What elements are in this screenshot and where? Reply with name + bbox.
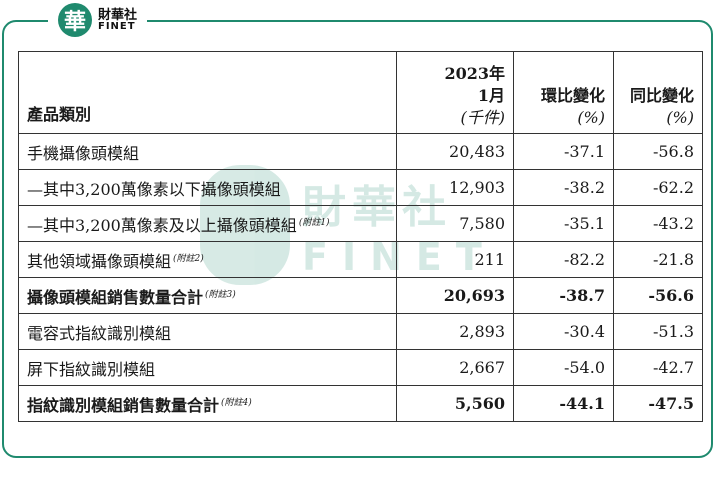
row-category-label: 指紋識別模組銷售數量合計 [27,395,220,415]
row-yoy: -56.6 [613,277,703,314]
row-category-label: —其中3,200萬像素及以上攝像頭模組 [27,215,297,235]
row-volume: 12,903 [396,169,514,206]
header-yoy: 同比變化 (%) [613,51,703,134]
logo-name-en: FINET [98,20,136,32]
row-volume: 211 [396,241,514,278]
row-footnote: (附註3) [205,289,236,300]
header-volume-month: 1月 [477,86,505,105]
table-row: —其中3,200萬像素及以上攝像頭模組 (附註1) 7,580 -35.1 -43.2 [18,205,703,242]
row-category: —其中3,200萬像素以下攝像頭模組 [18,169,397,206]
row-category-label: 電容式指紋識別模組 [27,323,172,343]
table-header-row: 產品類別 2023年 1月 (千件) 環比變化 (%) 同比變化 (%) [18,51,703,134]
row-category-label: 攝像頭模組銷售數量合計 [27,287,204,307]
row-yoy: -51.3 [613,313,703,350]
row-category-label: 手機攝像頭模組 [27,143,140,163]
row-volume: 20,483 [396,133,514,170]
row-category: 電容式指紋識別模組 [18,313,397,350]
row-mom: -38.7 [513,277,614,314]
table-row: 電容式指紋識別模組 2,893 -30.4 -51.3 [18,313,703,350]
row-mom: -54.0 [513,349,614,386]
row-mom: -30.4 [513,313,614,350]
row-category-label: 屏下指紋識別模組 [27,359,156,379]
header-mom-label: 環比變化 [540,86,605,105]
row-mom: -82.2 [513,241,614,278]
header-volume: 2023年 1月 (千件) [396,51,514,134]
row-yoy: -62.2 [613,169,703,206]
row-volume: 5,560 [396,385,514,422]
table-row: —其中3,200萬像素以下攝像頭模組 12,903 -38.2 -62.2 [18,169,703,206]
header-volume-year: 2023年 [444,64,505,83]
row-yoy: -21.8 [613,241,703,278]
row-footnote: (附註4) [221,397,252,408]
table-row: 手機攝像頭模組 20,483 -37.1 -56.8 [18,133,703,170]
row-mom: -38.2 [513,169,614,206]
row-footnote: (附註2) [173,253,204,264]
header-category: 產品類別 [18,51,397,134]
content-frame [2,20,713,458]
row-category: 屏下指紋識別模組 [18,349,397,386]
row-mom: -37.1 [513,133,614,170]
header-mom: 環比變化 (%) [513,51,614,134]
row-category-label: 其他領域攝像頭模組 [27,251,172,271]
table-row: 屏下指紋識別模組 2,667 -54.0 -42.7 [18,349,703,386]
row-category: 手機攝像頭模組 [18,133,397,170]
row-footnote: (附註1) [298,217,330,228]
row-yoy: -47.5 [613,385,703,422]
row-volume: 2,667 [396,349,514,386]
row-category: 指紋識別模組銷售數量合計 (附註4) [18,385,397,422]
row-volume: 20,693 [396,277,514,314]
row-category: —其中3,200萬像素及以上攝像頭模組 (附註1) [18,205,397,242]
header-volume-unit: (千件) [460,108,506,127]
row-volume: 7,580 [396,205,514,242]
logo-name-cn: 財華社 [98,7,138,23]
header-yoy-unit: (%) [666,108,694,127]
row-mom: -44.1 [513,385,614,422]
row-category: 其他領域攝像頭模組 (附註2) [18,241,397,278]
row-mom: -35.1 [513,205,614,242]
row-category-label: —其中3,200萬像素以下攝像頭模組 [27,179,281,199]
header-yoy-label: 同比變化 [629,86,694,105]
logo-mark-icon: 華 [58,3,92,37]
row-yoy: -56.8 [613,133,703,170]
row-volume: 2,893 [396,313,514,350]
row-category: 攝像頭模組銷售數量合計 (附註3) [18,277,397,314]
finet-logo: 華 財華社 FINET [48,2,148,38]
row-yoy: -43.2 [613,205,703,242]
logo-text: 財華社 FINET [98,9,137,32]
table-row: 攝像頭模組銷售數量合計 (附註3) 20,693 -38.7 -56.6 [18,277,703,314]
table-row: 指紋識別模組銷售數量合計 (附註4) 5,560 -44.1 -47.5 [18,385,703,422]
sales-volume-table: 產品類別 2023年 1月 (千件) 環比變化 (%) 同比變化 (%) 手機攝… [18,51,703,422]
row-yoy: -42.7 [613,349,703,386]
header-mom-unit: (%) [577,108,605,127]
table-row: 其他領域攝像頭模組 (附註2) 211 -82.2 -21.8 [18,241,703,278]
